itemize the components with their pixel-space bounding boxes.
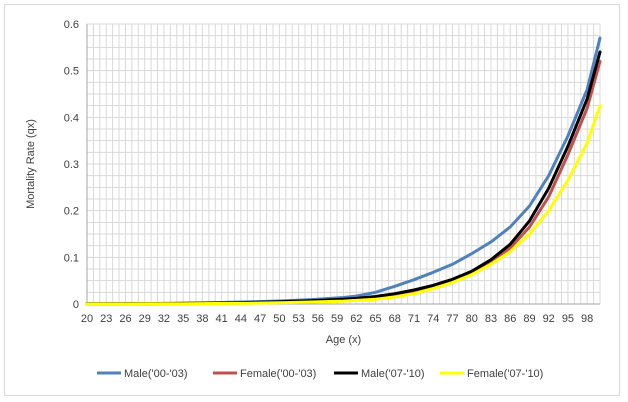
y-axis-title: Mortality Rate (qx) [25, 119, 37, 209]
y-tick-labels: 0 0.1 0.2 0.3 0.4 0.5 0.6 [64, 19, 79, 311]
y-tick-label: 0.4 [64, 112, 79, 124]
x-tick-label: 86 [504, 313, 516, 325]
legend: Male('00-'03) Female('00-'03) Male('07-'10… [97, 368, 543, 380]
x-tick-label: 35 [177, 313, 189, 325]
gridlines [86, 23, 601, 305]
x-tick-label: 80 [466, 313, 478, 325]
x-tick-label: 44 [235, 313, 247, 325]
x-tick-label: 89 [523, 313, 535, 325]
x-tick-label: 74 [427, 313, 439, 325]
x-tick-label: 56 [312, 313, 324, 325]
x-tick-label: 20 [81, 313, 93, 325]
x-tick-label: 26 [119, 313, 131, 325]
x-tick-label: 68 [389, 313, 401, 325]
x-tick-labels: 20 23 26 29 32 35 38 41 44 47 50 53 56 59 62 65 68 71 74 77… [81, 313, 593, 325]
x-tick-label: 41 [216, 313, 228, 325]
x-tick-label: 32 [158, 313, 170, 325]
x-tick-label: 59 [331, 313, 343, 325]
x-tick-label: 77 [446, 313, 458, 325]
legend-label: Male('00-'03) [124, 368, 188, 380]
y-tick-label: 0.3 [64, 159, 79, 171]
y-tick-label: 0.2 [64, 206, 79, 218]
x-tick-label: 92 [543, 313, 555, 325]
legend-label: Male('07-'10) [361, 368, 425, 380]
x-tick-label: 62 [350, 313, 362, 325]
y-tick-label: 0 [73, 299, 79, 311]
x-axis-title: Age (x) [326, 334, 361, 346]
x-tick-label: 23 [100, 313, 112, 325]
x-tick-label: 83 [485, 313, 497, 325]
x-tick-label: 53 [292, 313, 304, 325]
legend-label: Female('07-'10) [467, 368, 543, 380]
y-tick-label: 0.1 [64, 252, 79, 264]
x-tick-label: 50 [273, 313, 285, 325]
x-tick-label: 98 [581, 313, 593, 325]
x-tick-label: 47 [254, 313, 266, 325]
x-tick-label: 38 [196, 313, 208, 325]
x-tick-label: 95 [562, 313, 574, 325]
legend-label: Female('00-'03) [240, 368, 316, 380]
x-tick-label: 29 [139, 313, 151, 325]
series-line-4 [85, 104, 602, 306]
x-tick-label: 71 [408, 313, 420, 325]
y-tick-label: 0.6 [64, 19, 79, 31]
x-tick-label: 65 [369, 313, 381, 325]
y-tick-label: 0.5 [64, 66, 79, 78]
series-lines [85, 36, 602, 306]
